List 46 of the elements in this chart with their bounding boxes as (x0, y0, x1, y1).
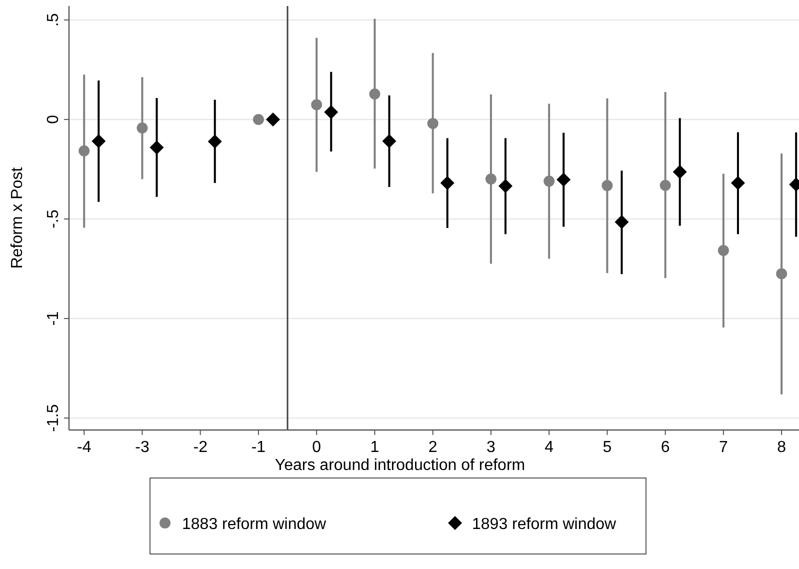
point (440, 176, 454, 190)
point (672, 164, 687, 179)
point (556, 172, 571, 187)
x-tick-label: -4 (76, 439, 92, 456)
point (427, 118, 438, 129)
x-tick-label: 0 (312, 439, 322, 456)
point (498, 178, 512, 193)
point (136, 122, 148, 134)
point (150, 140, 164, 155)
point (311, 99, 322, 110)
x-tick-label: -3 (135, 439, 150, 456)
x-tick-label: 5 (602, 439, 612, 456)
point (208, 134, 222, 149)
point (485, 173, 496, 184)
point (660, 180, 671, 191)
x-tick-label: -1 (251, 439, 266, 456)
x-tick-label: 6 (660, 439, 670, 456)
y-axis-title: Reform x Post (9, 166, 26, 269)
x-tick-label: 1 (370, 439, 380, 456)
point (382, 134, 396, 148)
x-tick-label: 3 (486, 439, 496, 456)
x-axis-title: Years around introduction of reform (274, 457, 526, 474)
x-tick-label: 4 (544, 439, 554, 456)
point (602, 180, 613, 192)
legend-label: 1893 reform window (472, 516, 617, 533)
point (266, 112, 280, 126)
y-tick-label: .5 (45, 13, 62, 27)
point (252, 114, 264, 125)
point (78, 145, 90, 156)
y-tick-label: 0 (45, 114, 62, 124)
y-tick-label: -.5 (45, 210, 62, 228)
y-tick-label: -1 (45, 311, 62, 326)
point (776, 268, 788, 280)
point (730, 176, 745, 190)
x-tick-label: 7 (718, 439, 728, 456)
point (324, 105, 338, 120)
x-tick-label: 2 (428, 439, 438, 456)
point (544, 176, 555, 187)
x-tick-label: 8 (777, 439, 786, 456)
point (92, 134, 106, 148)
y-tick-label: -1.5 (45, 404, 62, 432)
x-tick-label: -2 (193, 439, 208, 456)
point (718, 244, 729, 256)
point (614, 214, 629, 229)
point (369, 88, 380, 100)
legend-label: 1883 reform window (182, 516, 327, 533)
